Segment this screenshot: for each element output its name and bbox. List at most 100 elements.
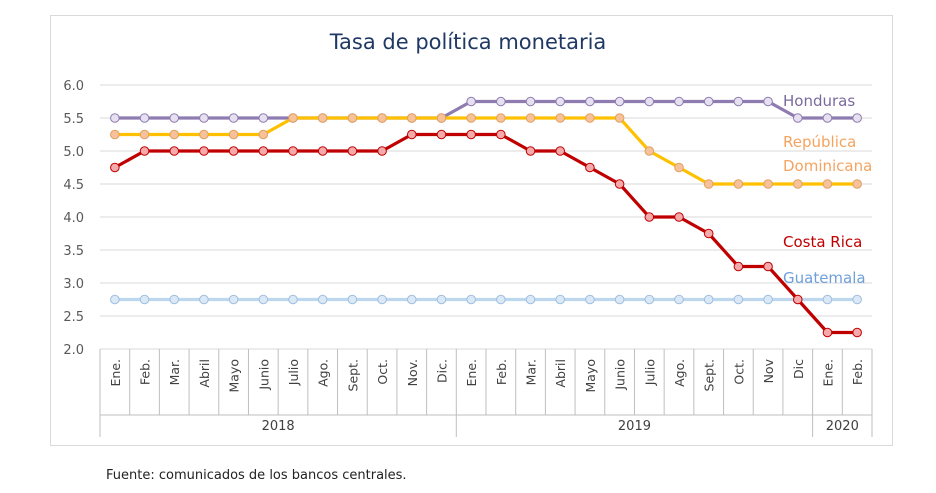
year-label: 2019 — [618, 419, 651, 434]
source-note: Fuente: comunicados de los bancos centra… — [106, 468, 407, 483]
year-label: 2020 — [826, 419, 859, 434]
data-point — [703, 228, 714, 239]
x-tick-label: Ago. — [316, 359, 331, 387]
x-tick-label: Dic. — [434, 359, 449, 383]
data-point — [466, 129, 476, 140]
data-point — [614, 179, 625, 189]
data-point — [496, 294, 506, 305]
data-point — [377, 146, 387, 156]
data-point — [852, 327, 862, 338]
year-label: 2018 — [262, 419, 295, 434]
data-point — [763, 179, 773, 189]
data-point — [614, 96, 625, 107]
y-tick-label: 3.5 — [63, 244, 84, 259]
series-label: Costa Rica — [783, 233, 862, 251]
data-point — [763, 96, 773, 107]
data-point — [674, 162, 684, 173]
data-point — [555, 96, 566, 107]
data-point — [228, 113, 239, 123]
x-tick-label: Mayo — [583, 359, 598, 393]
data-point — [288, 113, 298, 123]
data-point — [169, 146, 180, 156]
data-point — [258, 113, 269, 123]
data-point — [496, 113, 506, 123]
data-point — [496, 96, 506, 107]
data-point — [585, 162, 595, 173]
x-tick-label: Ago. — [672, 359, 687, 387]
x-tick-label: Oct. — [731, 359, 746, 385]
y-tick-label: 6.0 — [63, 79, 84, 94]
y-tick-label: 2.5 — [63, 310, 84, 325]
data-point — [525, 113, 536, 123]
x-tick-label: Mayo — [227, 359, 242, 393]
data-point — [733, 179, 744, 189]
x-tick-label: Ene. — [108, 359, 123, 386]
data-point — [110, 294, 120, 305]
x-tick-label: Sept. — [702, 359, 717, 391]
data-point — [288, 146, 298, 156]
data-point — [228, 129, 239, 140]
series-label: Dominicana — [783, 157, 872, 175]
data-point — [169, 294, 180, 305]
data-point — [406, 113, 417, 123]
data-point — [258, 129, 269, 140]
series-label: República — [783, 133, 856, 151]
data-point — [555, 294, 566, 305]
data-point — [644, 96, 655, 107]
x-tick-label: Mar. — [524, 359, 539, 385]
data-point — [733, 261, 744, 272]
y-tick-label: 5.0 — [63, 145, 84, 160]
x-tick-label: Julio — [286, 359, 301, 386]
data-point — [288, 294, 298, 305]
data-point — [466, 113, 476, 123]
chart-title: Tasa de política monetaria — [329, 30, 607, 54]
data-point — [466, 294, 476, 305]
data-point — [139, 294, 150, 305]
x-tick-label: Junio — [613, 359, 628, 391]
data-point — [169, 113, 180, 123]
series-line — [114, 99, 858, 120]
data-point — [110, 113, 120, 123]
data-point — [169, 129, 180, 140]
data-point — [317, 113, 328, 123]
data-point — [822, 179, 833, 189]
data-point — [347, 113, 358, 123]
data-point — [674, 212, 684, 222]
data-point — [496, 129, 506, 140]
data-point — [792, 179, 803, 189]
data-point — [585, 294, 595, 305]
series-line — [114, 116, 858, 186]
series-line — [114, 132, 858, 335]
data-point — [258, 146, 269, 156]
y-tick-label: 2.0 — [63, 343, 84, 358]
series-label: Guatemala — [783, 269, 866, 287]
data-point — [139, 146, 150, 156]
data-point — [436, 294, 447, 305]
x-tick-label: Oct. — [375, 359, 390, 385]
data-point — [199, 113, 209, 123]
data-point — [822, 113, 833, 123]
x-tick-label: Julio — [642, 359, 657, 386]
data-point — [763, 294, 773, 305]
data-point — [852, 179, 862, 189]
data-point — [436, 113, 447, 123]
data-point — [792, 294, 803, 305]
x-tick-label: Sept. — [345, 359, 360, 391]
data-point — [674, 96, 684, 107]
y-tick-label: 4.0 — [63, 211, 84, 226]
data-point — [139, 113, 150, 123]
data-point — [110, 129, 120, 140]
data-point — [199, 146, 209, 156]
data-point — [525, 96, 536, 107]
x-tick-label: Feb. — [494, 359, 509, 385]
data-point — [228, 294, 239, 305]
x-tick-label: Abril — [553, 359, 568, 388]
data-point — [555, 113, 566, 123]
data-point — [852, 294, 862, 305]
x-tick-label: Nov — [761, 358, 776, 383]
data-point — [466, 96, 476, 107]
data-point — [852, 113, 862, 123]
data-point — [228, 146, 239, 156]
data-point — [792, 113, 803, 123]
